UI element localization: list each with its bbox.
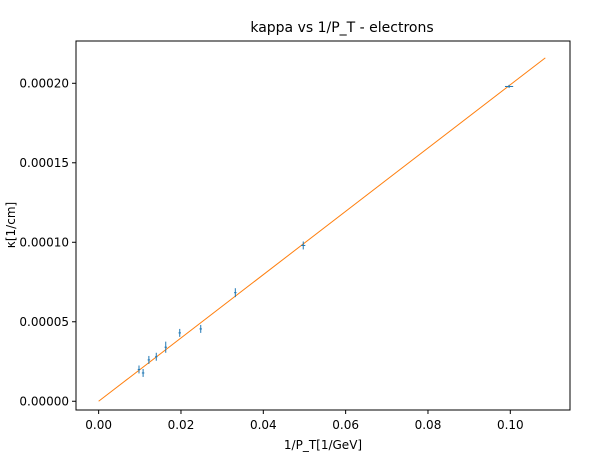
data-point bbox=[155, 352, 158, 361]
data-point bbox=[164, 341, 167, 353]
y-axis-label: κ[1/cm] bbox=[4, 202, 18, 248]
y-tick-label: 0.00020 bbox=[19, 76, 69, 90]
y-axis-ticks: 0.00000 0.00005 0.00010 0.00015 0.00020 bbox=[19, 76, 76, 408]
plot-frame bbox=[75, 40, 571, 411]
y-tick-label: 0.00005 bbox=[19, 315, 69, 329]
y-tick-label: 0.00000 bbox=[19, 394, 69, 408]
x-tick-label: 0.08 bbox=[415, 418, 442, 432]
data-point bbox=[199, 324, 202, 333]
x-tick-label: 0.02 bbox=[168, 418, 195, 432]
y-tick-label: 0.00010 bbox=[19, 235, 69, 249]
data-point bbox=[147, 355, 151, 364]
data-point bbox=[137, 365, 141, 374]
data-point bbox=[234, 288, 237, 298]
chart-title: kappa vs 1/P_T - electrons bbox=[250, 20, 433, 36]
x-axis-ticks: 0.00 0.02 0.04 0.06 0.08 0.10 bbox=[85, 410, 524, 432]
x-axis-label: 1/P_T[1/GeV] bbox=[284, 438, 362, 452]
data-point bbox=[141, 368, 145, 377]
plot-marks bbox=[98, 57, 546, 402]
x-tick-label: 0.06 bbox=[332, 418, 359, 432]
fit-line bbox=[98, 57, 546, 402]
x-tick-label: 0.00 bbox=[85, 418, 112, 432]
data-point bbox=[178, 328, 181, 337]
data-point bbox=[504, 84, 514, 89]
y-tick-label: 0.00015 bbox=[19, 156, 69, 170]
x-tick-label: 0.04 bbox=[250, 418, 277, 432]
data-point bbox=[301, 241, 306, 250]
x-tick-label: 0.10 bbox=[497, 418, 524, 432]
